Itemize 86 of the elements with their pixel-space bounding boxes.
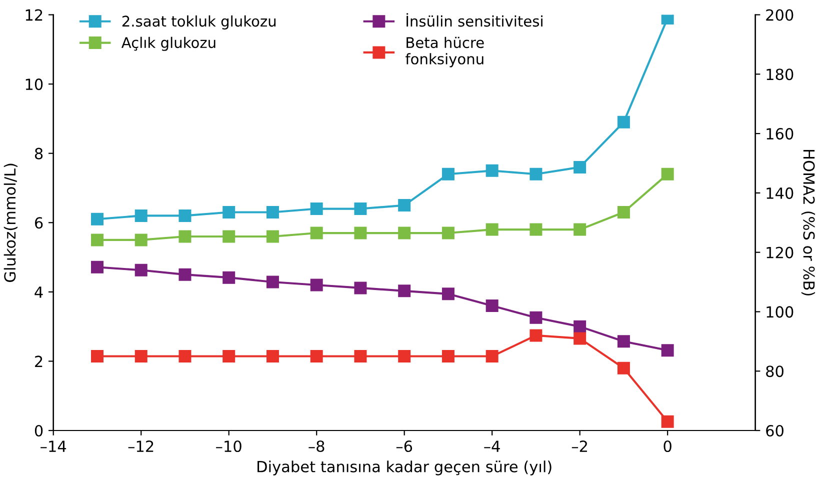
point xyxy=(398,350,411,363)
point xyxy=(134,234,148,246)
point xyxy=(90,234,104,246)
x-tick-label: –10 xyxy=(216,440,242,452)
y2-tick-label: 140 xyxy=(766,187,794,199)
point xyxy=(266,206,279,218)
point xyxy=(266,350,279,363)
x-tick-label: 0 xyxy=(664,440,672,452)
point xyxy=(661,344,674,357)
y-tick-label: 8 xyxy=(34,148,43,160)
point xyxy=(222,230,236,243)
point xyxy=(310,278,323,292)
point xyxy=(134,209,148,222)
point xyxy=(354,282,367,294)
point xyxy=(661,415,674,428)
y2-tick-label: 200 xyxy=(766,9,794,21)
point xyxy=(398,284,411,298)
point xyxy=(266,230,279,243)
legend-label: 2.saat tokluk glukozu xyxy=(122,15,276,30)
y-tick-label: 10 xyxy=(26,78,43,90)
point xyxy=(574,320,586,333)
legend-label: Açlık glukozu xyxy=(121,36,216,51)
y-tick-label: 12 xyxy=(26,9,42,21)
point xyxy=(222,350,236,363)
point xyxy=(90,350,104,363)
legend-label: Beta hücre fonksiyonu xyxy=(406,36,484,68)
point xyxy=(617,116,630,128)
y2-axis-title: HOMA2 (%S or %B) xyxy=(801,150,816,296)
point xyxy=(310,202,323,216)
point xyxy=(442,288,454,300)
x-tick-label: –6 xyxy=(396,440,412,452)
point xyxy=(617,206,630,218)
point xyxy=(661,168,674,180)
y2-tick-label: 80 xyxy=(766,366,784,378)
point xyxy=(178,350,192,363)
point xyxy=(574,223,586,236)
x-tick-label: –12 xyxy=(128,440,154,452)
point xyxy=(178,268,192,281)
point xyxy=(222,271,236,284)
y2-tick-label: 60 xyxy=(766,424,784,437)
point xyxy=(486,164,498,177)
point xyxy=(398,226,411,240)
point xyxy=(178,230,192,243)
legend-label: İnsülin sensitivitesi xyxy=(406,13,542,27)
y2-tick-label: 120 xyxy=(766,246,794,258)
point xyxy=(574,160,586,174)
point xyxy=(134,264,148,276)
point xyxy=(442,226,454,240)
point xyxy=(530,311,542,324)
y2-tick-label: 160 xyxy=(766,128,794,140)
point xyxy=(354,202,367,216)
y-tick-label: 6 xyxy=(34,217,43,229)
point xyxy=(90,212,104,226)
point xyxy=(398,199,411,212)
point xyxy=(486,223,498,236)
point xyxy=(310,350,323,363)
point xyxy=(442,168,454,180)
point xyxy=(486,300,498,312)
point xyxy=(574,332,586,345)
y-tick-label: 0 xyxy=(34,424,43,437)
point xyxy=(310,226,323,240)
point xyxy=(354,350,367,363)
point xyxy=(442,350,454,363)
y-axis-title: Glukoz(mmol/L) xyxy=(4,164,18,282)
point xyxy=(178,209,192,222)
y2-tick-label: 100 xyxy=(766,306,794,318)
x-tick-label: –4 xyxy=(484,440,500,452)
point xyxy=(530,329,542,342)
point xyxy=(222,206,236,218)
point xyxy=(486,350,498,363)
y-tick-label: 2 xyxy=(35,356,42,368)
point xyxy=(530,223,542,236)
point xyxy=(617,362,630,374)
point xyxy=(90,260,104,274)
point xyxy=(530,168,542,180)
x-tick-label: –14 xyxy=(40,440,66,452)
y-tick-label: 4 xyxy=(34,286,43,298)
y2-tick-label: 180 xyxy=(766,68,794,80)
point xyxy=(354,226,367,240)
point xyxy=(134,350,148,363)
x-tick-label: –2 xyxy=(572,440,587,452)
point xyxy=(266,276,279,288)
x-tick-label: –8 xyxy=(308,440,324,452)
point xyxy=(661,14,674,24)
x-axis-title: Diyabet tanısına kadar geçen süre (yıl) xyxy=(258,460,552,476)
point xyxy=(617,335,630,348)
